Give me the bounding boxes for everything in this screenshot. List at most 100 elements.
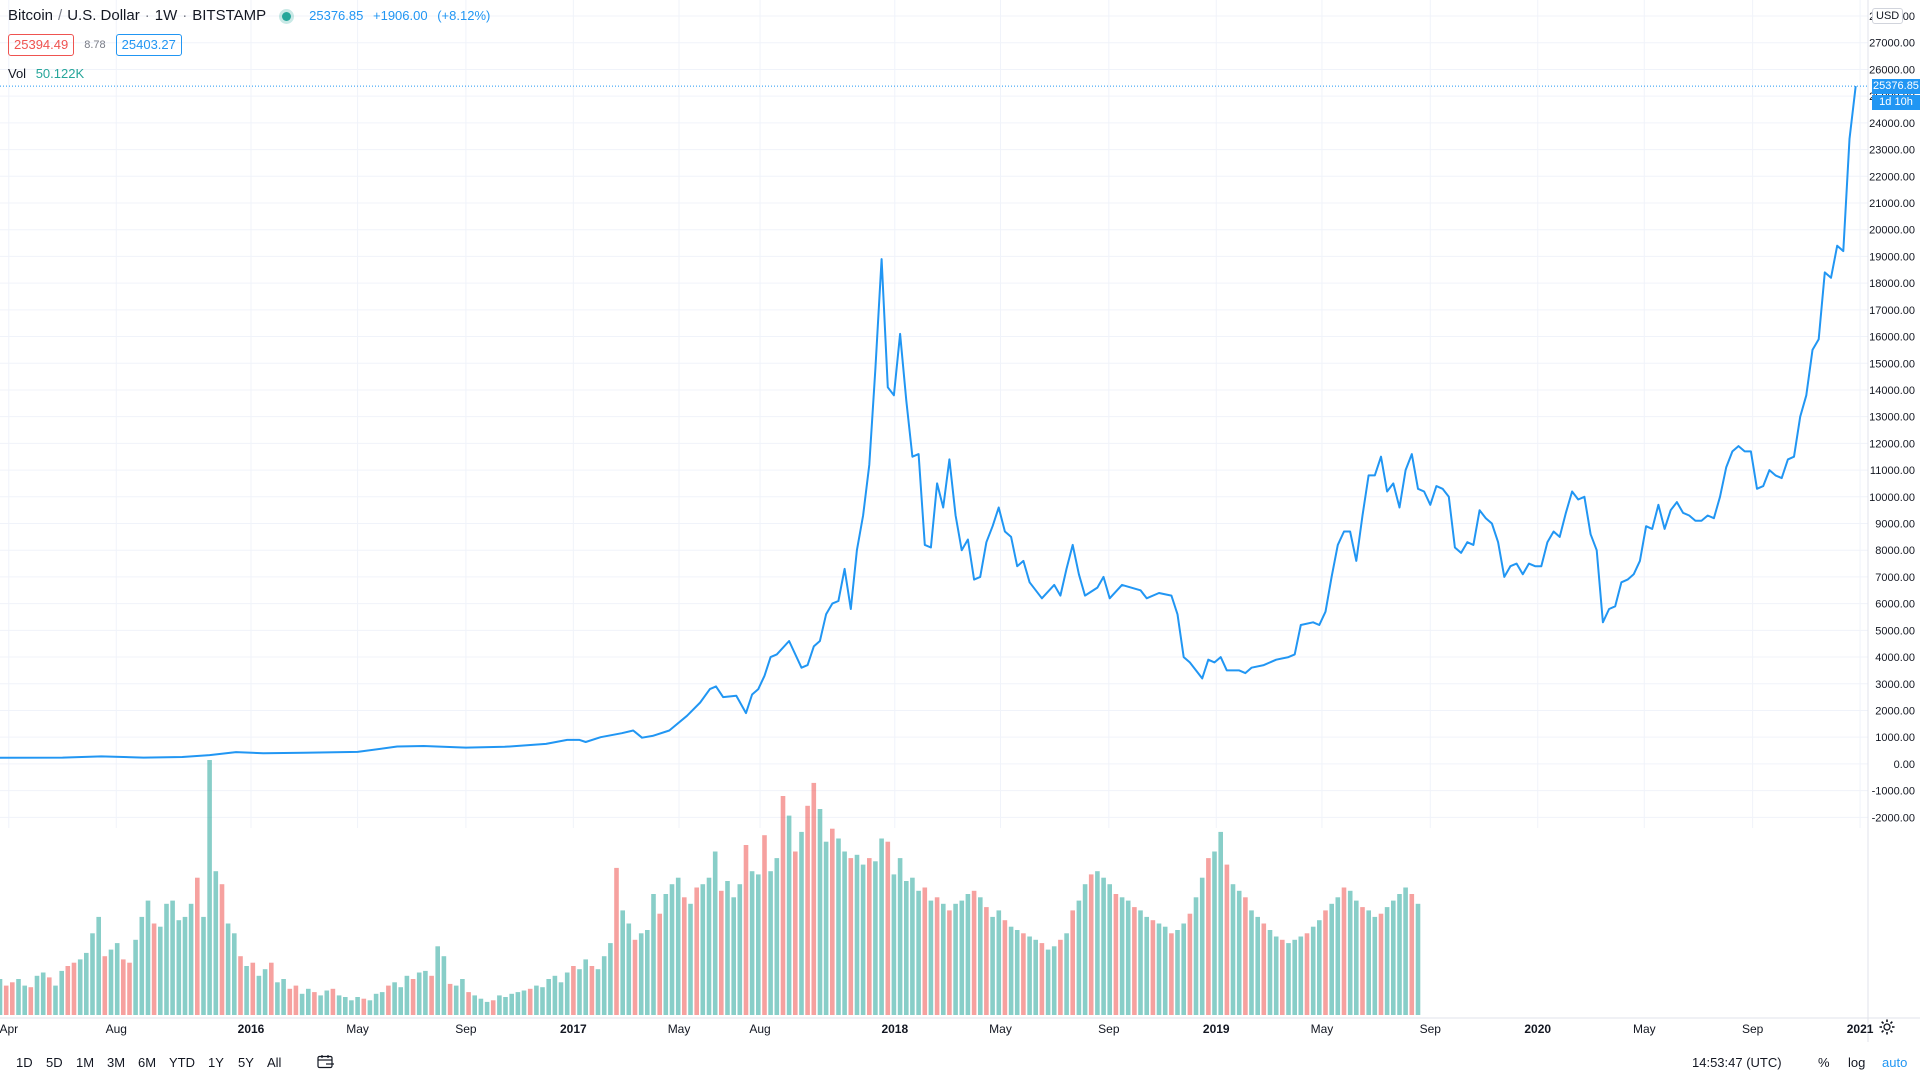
volume-bar (287, 988, 293, 1015)
volume-bar (965, 894, 971, 1015)
volume-bar (3, 985, 9, 1015)
volume-bar (219, 884, 225, 1015)
date-tick-label: May (1633, 1022, 1656, 1036)
interval-label[interactable]: 1W (154, 7, 178, 24)
volume-bar (1267, 930, 1273, 1015)
volume-bar (379, 992, 385, 1015)
volume-bar (447, 983, 453, 1015)
volume-bar (1323, 910, 1328, 1015)
change-percent: (+8.12%) (437, 8, 491, 23)
volume-bar (22, 985, 27, 1015)
volume-bar (336, 995, 342, 1015)
volume-bar (768, 871, 773, 1015)
volume-bar (712, 851, 718, 1015)
volume-bar (700, 884, 706, 1015)
volume-bar (842, 851, 847, 1015)
volume-bar (71, 962, 77, 1015)
auto-scale-toggle[interactable]: auto (1882, 1055, 1908, 1070)
timeframe-1d-button[interactable]: 1D (16, 1055, 33, 1070)
volume-bar (675, 877, 681, 1015)
timeframe-1m-button[interactable]: 1M (76, 1055, 95, 1070)
volume-bar (786, 815, 792, 1015)
volume-bar (330, 988, 336, 1015)
volume-bar (947, 910, 952, 1015)
price-tick-label: 14000.00 (1869, 385, 1915, 397)
volume-bar (601, 956, 607, 1015)
date-tick-label: 2017 (560, 1022, 587, 1036)
volume-legend[interactable]: Vol 50.122K (8, 64, 496, 84)
volume-bar (133, 939, 138, 1015)
volume-bar (108, 949, 114, 1015)
volume-bar (188, 903, 194, 1015)
volume-bar (608, 943, 613, 1015)
settings-gear-icon[interactable] (1878, 1018, 1896, 1036)
log-scale-toggle[interactable]: log (1848, 1055, 1866, 1070)
price-tick-label: 7000.00 (1875, 572, 1915, 584)
volume-bar (1169, 933, 1174, 1015)
volume-bars (0, 760, 1421, 1016)
volume-bar (293, 985, 299, 1015)
currency-selector[interactable]: USD (1872, 8, 1904, 24)
volume-bar (725, 881, 730, 1015)
volume-bar (1255, 916, 1260, 1015)
volume-bar (867, 858, 872, 1015)
volume-bar (564, 972, 570, 1015)
volume-bar (719, 890, 724, 1015)
volume-bar (817, 809, 823, 1015)
volume-bar (897, 858, 903, 1015)
volume-bar (1113, 894, 1119, 1015)
volume-bar (774, 858, 780, 1015)
price-axis[interactable]: -2000.00 -1000.00 0.00 1000.00 2000.00 3000.0… (1867, 0, 1915, 1042)
volume-bar (213, 871, 219, 1015)
exchange-label[interactable]: BITSTAMP (192, 7, 267, 24)
volume-bar (441, 956, 447, 1015)
separator: / (58, 7, 63, 24)
date-tick-label: 2016 (238, 1022, 265, 1036)
timeframe-all-button[interactable]: All (267, 1055, 282, 1070)
volume-bar (1317, 920, 1322, 1015)
volume-bar (102, 956, 108, 1015)
volume-bar (1218, 831, 1223, 1015)
price-tick-label: 6000.00 (1875, 599, 1915, 611)
utc-clock[interactable]: 14:53:47 (UTC) (1692, 1055, 1782, 1070)
volume-bar (854, 854, 860, 1015)
timeframe-6m-button[interactable]: 6M (138, 1055, 157, 1070)
volume-bar (59, 970, 64, 1015)
volume-bar (392, 982, 397, 1015)
time-axis[interactable]: Apr Aug 2016 May Sep 2017 May Aug 2018 May Sep 2019… (0, 1017, 1920, 1036)
volume-bar (373, 993, 379, 1016)
volume-bar (1051, 946, 1057, 1015)
sell-price-button[interactable]: 25394.49 (8, 34, 75, 56)
timeframe-5d-button[interactable]: 5D (46, 1055, 63, 1070)
quote-name[interactable]: U.S. Dollar (67, 7, 140, 24)
symbol-name[interactable]: Bitcoin (8, 7, 54, 24)
volume-bar (299, 993, 305, 1016)
volume-bar (182, 916, 188, 1015)
date-tick-label: 2019 (1203, 1022, 1230, 1036)
goto-date-calendar-icon[interactable] (317, 1054, 335, 1070)
volume-bar (1366, 910, 1371, 1015)
timeframe-5y-button[interactable]: 5Y (238, 1055, 254, 1070)
timeframe-3m-button[interactable]: 3M (107, 1055, 126, 1070)
buy-price-button[interactable]: 25403.27 (115, 34, 182, 56)
volume-bar (1341, 887, 1347, 1015)
price-tick-label: 23000.00 (1869, 145, 1915, 157)
timeframe-1y-button[interactable]: 1Y (208, 1055, 224, 1070)
spread-value: 8.78 (84, 39, 106, 51)
volume-bar (638, 933, 644, 1015)
volume-bar (343, 997, 348, 1015)
volume-bar (318, 995, 323, 1015)
price-tick-label: 3000.00 (1875, 679, 1915, 691)
volume-bar (910, 877, 915, 1015)
price-tick-label: 20000.00 (1869, 225, 1915, 237)
volume-bar (238, 956, 243, 1015)
timeframe-ytd-button[interactable]: YTD (169, 1055, 195, 1070)
price-chart[interactable]: -2000.00 -1000.00 0.00 1000.00 2000.00 3000.0… (0, 0, 1920, 1042)
percent-scale-toggle[interactable]: % (1818, 1055, 1830, 1070)
price-tick-label: 9000.00 (1875, 519, 1915, 531)
price-tick-label: 4000.00 (1875, 652, 1915, 664)
volume-bar (589, 966, 595, 1015)
volume-bar (1002, 920, 1008, 1015)
volume-bar (1033, 939, 1038, 1015)
volume-bar (571, 966, 576, 1015)
